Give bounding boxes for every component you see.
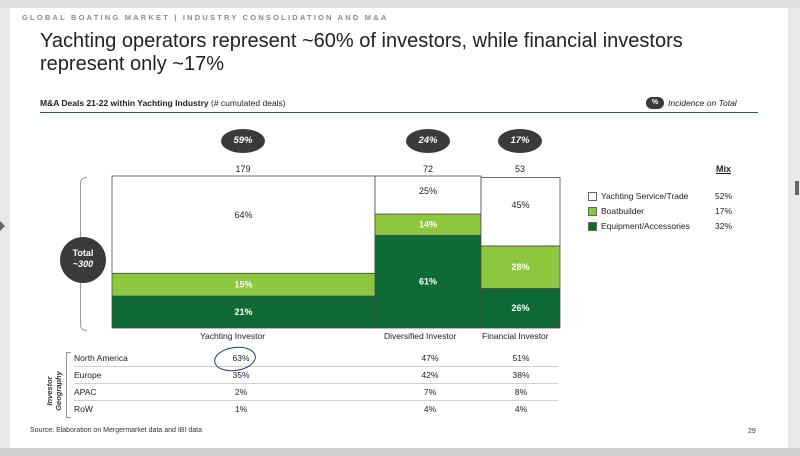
geography-row: Europe 35% 42% 38% <box>74 366 558 384</box>
category-label-financial: Financial Investor <box>482 331 549 341</box>
legend-swatch-equipment <box>588 222 597 231</box>
geography-cell: 1% <box>234 404 248 414</box>
legend-mix-equipment: 32% <box>715 221 733 231</box>
bar-label-service-1: 25% <box>419 186 437 196</box>
bar-label-boatbuilder-1: 14% <box>419 220 437 230</box>
bar-segment-equipment-1 <box>374 234 482 329</box>
geography-cell: 7% <box>423 387 437 397</box>
geography-cell: 47% <box>421 353 439 363</box>
category-label-yachting: Yachting Investor <box>200 331 266 341</box>
source-note: Source: Elaboration on Mergermarket data… <box>30 427 202 434</box>
scrollbar-thumb[interactable] <box>795 181 799 195</box>
geography-cell: 2% <box>234 387 248 397</box>
legend-swatch-service <box>588 192 597 201</box>
geography-row: APAC 2% 7% 8% <box>74 383 558 401</box>
page-number: 29 <box>748 428 756 435</box>
total-circle: Total ~300 <box>60 237 106 283</box>
geography-row-name: RoW <box>74 404 93 414</box>
geography-cell: 8% <box>514 387 528 397</box>
geography-row-name: North America <box>74 353 128 363</box>
bar-label-equipment-2: 26% <box>511 303 529 313</box>
geography-row: RoW 1% 4% 4% <box>74 400 558 417</box>
category-label-diversified: Diversified Investor <box>384 331 457 341</box>
legend-label-equipment: Equipment/Accessories <box>601 221 690 231</box>
deal-count-financial: 53 <box>514 164 525 174</box>
total-label: Total <box>72 248 94 258</box>
legend-swatch-boatbuilder <box>588 207 597 216</box>
chart-subtitle-bold: M&A Deals 21-22 within Yachting Industry <box>40 98 209 108</box>
chart-subtitle: M&A Deals 21-22 within Yachting Industry… <box>40 98 286 108</box>
previous-slide-icon[interactable] <box>0 221 5 231</box>
incidence-label: Incidence on Total <box>668 98 737 108</box>
geography-axis-label: Investor Geography <box>40 358 68 418</box>
slide-title: Yachting operators represent ~60% of inv… <box>40 30 683 75</box>
subtitle-rule <box>40 112 758 113</box>
geography-bracket <box>66 352 71 418</box>
geography-cell: 42% <box>421 370 439 380</box>
bar-label-boatbuilder-2: 28% <box>511 262 529 272</box>
top-band <box>0 0 800 8</box>
chart-subtitle-rest: (# cumulated deals) <box>208 98 286 108</box>
bar-segment-equipment-0 <box>111 295 376 329</box>
bar-label-service-2: 45% <box>511 200 529 210</box>
geography-row: North America 63% 47% 51% <box>74 349 558 367</box>
bar-segment-equipment-2 <box>480 288 561 329</box>
bar-label-equipment-0: 21% <box>234 307 252 317</box>
bar-label-boatbuilder-0: 15% <box>234 280 252 290</box>
geography-row-name: APAC <box>74 387 97 397</box>
geography-label: Investor Geography <box>45 371 63 411</box>
legend-label-boatbuilder: Boatbuilder <box>601 206 645 216</box>
bar-label-equipment-1: 61% <box>419 277 437 287</box>
incidence-badge: % <box>646 97 664 109</box>
bar-label-service-0: 64% <box>234 210 252 220</box>
geography-cell: 35% <box>232 370 250 380</box>
geography-row-name: Europe <box>74 370 102 380</box>
geography-cell: 4% <box>423 404 437 414</box>
geography-cell: 51% <box>512 353 530 363</box>
geography-cell: 4% <box>514 404 528 414</box>
incidence-oval-financial: 17% <box>498 129 542 153</box>
bottom-band <box>0 448 800 456</box>
deal-count-yachting: 179 <box>235 164 251 174</box>
geography-cell: 63% <box>232 353 250 363</box>
bar-segment-service-0 <box>111 175 376 274</box>
section-header: GLOBAL BOATING MARKET | INDUSTRY CONSOLI… <box>22 13 389 22</box>
incidence-oval-diversified: 24% <box>406 129 450 153</box>
bar-segment-service-2 <box>480 177 561 247</box>
legend-mix-service: 52% <box>715 191 733 201</box>
legend-label-service: Yachting Service/Trade <box>601 191 689 201</box>
legend-mix-boatbuilder: 17% <box>715 206 733 216</box>
mix-header: Mix <box>716 164 732 174</box>
deal-count-diversified: 72 <box>422 164 433 174</box>
incidence-oval-yachting: 59% <box>221 129 265 153</box>
total-value: ~300 <box>72 259 94 269</box>
geography-cell: 38% <box>512 370 530 380</box>
